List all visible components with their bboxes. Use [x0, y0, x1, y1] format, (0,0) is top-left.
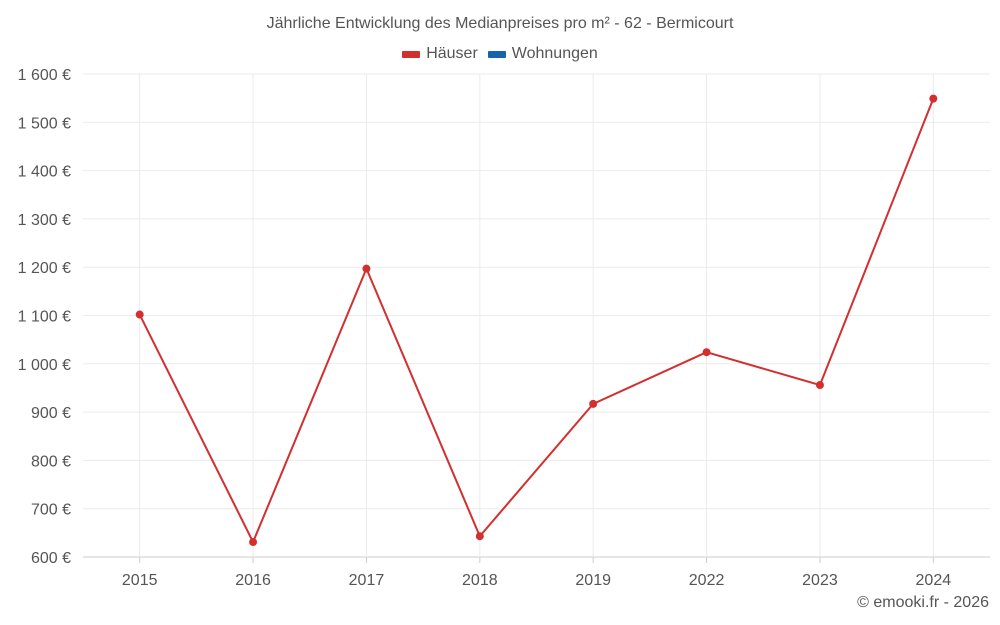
data-point — [589, 399, 598, 408]
x-tick-label: 2015 — [122, 572, 158, 589]
x-tick-label: 2024 — [916, 572, 952, 589]
x-axis: 2015 2016 2017 2018 2019 2022 2023 2024 — [122, 557, 951, 589]
y-tick-label: 1 600 € — [18, 67, 71, 84]
credit-text: © emooki.fr - 2026 — [857, 594, 989, 611]
x-tick-label: 2017 — [349, 572, 385, 589]
data-point — [249, 538, 258, 547]
y-tick-label: 900 € — [31, 405, 71, 422]
chart-title: Jährliche Entwicklung des Medianpreises … — [266, 15, 734, 32]
x-tick-label: 2023 — [802, 572, 838, 589]
x-tick-label: 2018 — [462, 572, 498, 589]
y-tick-label: 1 400 € — [18, 164, 71, 181]
data-point — [135, 310, 144, 319]
y-tick-label: 1 200 € — [18, 260, 71, 277]
y-tick-label: 1 000 € — [18, 357, 71, 374]
legend-label-wohnungen: Wohnungen — [511, 45, 598, 62]
legend-item-haeuser[interactable]: Häuser — [402, 45, 478, 63]
data-point — [929, 94, 938, 103]
legend-swatch-haeuser — [402, 50, 421, 58]
y-tick-label: 1 300 € — [18, 212, 71, 229]
legend-swatch-wohnungen — [487, 50, 506, 58]
data-point — [702, 348, 711, 357]
x-tick-label: 2019 — [575, 572, 611, 589]
y-tick-label: 800 € — [31, 453, 71, 470]
y-tick-label: 1 500 € — [18, 115, 71, 132]
legend-label-haeuser: Häuser — [426, 45, 478, 62]
y-tick-label: 700 € — [31, 502, 71, 519]
data-point — [362, 264, 371, 273]
data-point — [475, 532, 484, 541]
x-tick-label: 2016 — [235, 572, 271, 589]
grid-lines — [83, 73, 990, 558]
y-tick-label: 1 100 € — [18, 309, 71, 326]
data-point — [815, 381, 824, 390]
series-layer — [135, 94, 938, 547]
legend-item-wohnungen[interactable]: Wohnungen — [487, 45, 598, 63]
chart-legend: Häuser Wohnungen — [0, 45, 1000, 63]
x-tick-label: 2022 — [689, 572, 725, 589]
y-tick-label: 600 € — [31, 550, 71, 567]
series-line-0 — [138, 98, 935, 544]
y-axis: 600 € 700 € 800 € 900 € 1 000 € 1 100 € 1 200 … — [18, 67, 71, 567]
